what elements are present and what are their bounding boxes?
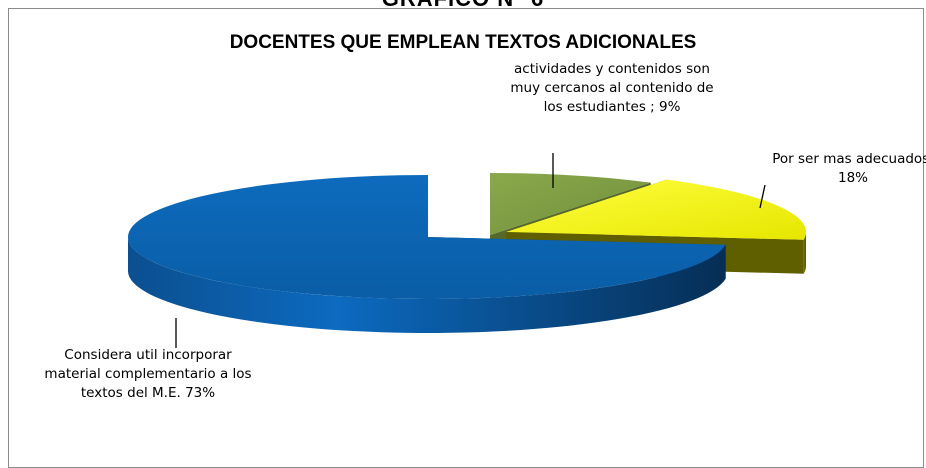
slice-more-adequate-side xyxy=(803,232,806,274)
data-label-more-adequate: Por ser mas adecuados; 18% xyxy=(772,151,926,186)
slice-complementary-side xyxy=(128,237,726,333)
figure-number: GRAFICO N° 6 xyxy=(0,0,926,12)
slice-complementary xyxy=(127,175,726,333)
data-label-complementary: Considera util incorporar material compl… xyxy=(44,347,252,401)
data-label-close-content: actividades y contenidos son muy cercano… xyxy=(510,61,714,115)
slice-close-content-top xyxy=(490,173,651,235)
slice-more-adequate-top xyxy=(506,179,806,240)
leader-more-adequate xyxy=(759,184,766,209)
slice-complementary-top xyxy=(127,175,726,300)
chart-title: DOCENTES QUE EMPLEAN TEXTOS ADICIONALES xyxy=(229,32,697,53)
